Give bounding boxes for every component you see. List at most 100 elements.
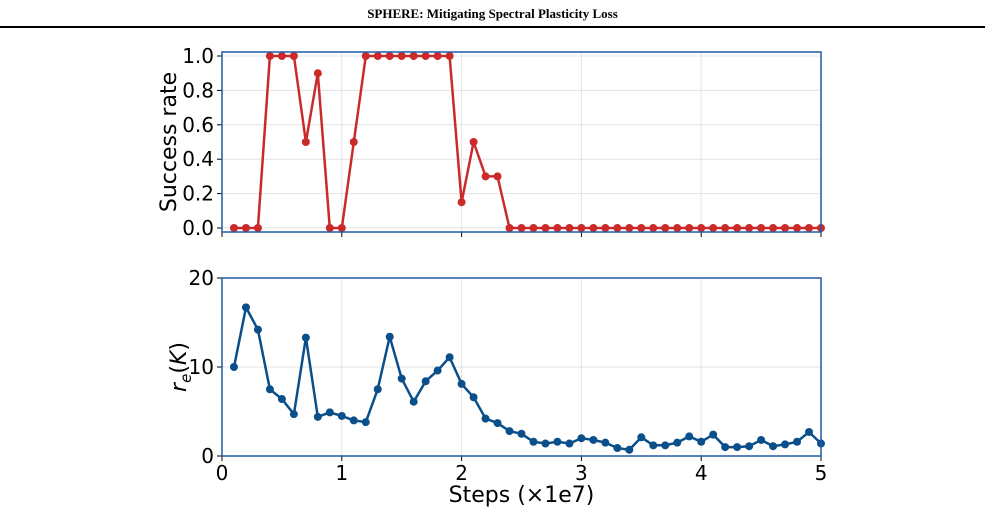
rank-data-point — [445, 353, 454, 362]
success-data-point — [733, 224, 742, 232]
success-data-point — [373, 52, 382, 60]
rank-data-point — [277, 395, 286, 404]
rank-data-point — [769, 442, 778, 451]
rank-xtick-label: 5 — [815, 461, 828, 485]
success-data-point — [661, 224, 670, 232]
rank-data-point — [517, 429, 526, 438]
success-data-point — [685, 224, 694, 232]
rank-data-point — [385, 332, 394, 341]
success-data-point — [757, 224, 766, 232]
rank-xlabel: Steps (×1e7) — [449, 483, 595, 508]
rank-ylabel: re(K) — [167, 342, 195, 392]
success-data-point — [289, 52, 298, 60]
success-ytick-label: 0.0 — [182, 216, 214, 240]
success-data-point — [613, 224, 622, 232]
success-data-point — [673, 224, 682, 232]
success-data-point — [481, 172, 490, 181]
rank-data-point — [505, 427, 514, 436]
success-data-point — [313, 69, 322, 78]
rank-ytick-label: 10 — [189, 355, 214, 379]
success-ylabel: Success rate — [157, 72, 182, 212]
success-data-point — [277, 52, 286, 60]
rank-data-point — [733, 443, 742, 452]
success-data-point — [769, 224, 778, 232]
success-data-point — [625, 224, 634, 232]
rank-data-point — [805, 427, 814, 436]
rank-data-point — [433, 366, 442, 375]
rank-data-point — [337, 411, 346, 420]
rank-data-point — [265, 385, 274, 394]
success-data-point — [409, 52, 418, 60]
success-data-point — [565, 224, 574, 232]
running-header-title: SPHERE: Mitigating Spectral Plasticity L… — [367, 6, 618, 21]
success-data-point — [601, 224, 610, 232]
rank-data-point — [589, 435, 598, 444]
rank-data-point — [613, 443, 622, 452]
success-data-point — [505, 224, 514, 232]
success-ytick-label: 1.0 — [182, 44, 214, 68]
success-ytick-label: 0.8 — [182, 78, 214, 102]
success-ytick-label: 0.2 — [182, 182, 214, 206]
rank-data-point — [661, 441, 670, 450]
rank-xtick-label: 4 — [695, 461, 708, 485]
success-data-point — [253, 224, 262, 232]
success-data-point — [433, 52, 442, 60]
rank-data-point — [241, 303, 250, 312]
rank-ytick-label: 0 — [201, 444, 214, 468]
rank-data-point — [601, 438, 610, 447]
rank-data-point — [625, 445, 634, 454]
success-data-point — [745, 224, 754, 232]
rank-xtick-label: 2 — [455, 461, 468, 485]
rank-data-point — [637, 433, 646, 442]
success-data-point — [457, 198, 466, 207]
rank-data-point — [553, 437, 562, 446]
success-data-point — [301, 138, 310, 146]
success-data-point — [469, 138, 478, 146]
success-axes-frame — [221, 51, 822, 233]
rank-data-point — [793, 437, 802, 446]
rank-data-point — [673, 438, 682, 447]
success-data-point — [517, 224, 526, 232]
rank-data-point — [577, 434, 586, 443]
success-data-point — [541, 224, 550, 232]
success-data-point — [697, 224, 706, 232]
success-data-point — [241, 224, 250, 232]
rank-data-point — [565, 439, 574, 448]
success-data-point — [385, 52, 394, 60]
success-data-point — [337, 224, 346, 232]
success-data-point — [349, 138, 358, 146]
rank-data-point — [313, 412, 322, 421]
rank-data-point — [397, 374, 406, 383]
rank-data-point — [721, 443, 730, 452]
rank-data-point — [541, 439, 550, 448]
success-data-point — [793, 224, 802, 232]
rank-data-point — [409, 397, 418, 406]
success-data-point — [721, 224, 730, 232]
success-data-point — [397, 52, 406, 60]
rank-data-point — [301, 333, 310, 342]
success-data-point — [265, 52, 274, 60]
success-data-point — [649, 224, 658, 232]
rank-data-point — [781, 440, 790, 449]
success-ytick-label: 0.4 — [182, 147, 214, 171]
success-data-point — [781, 224, 790, 232]
success-data-point — [805, 224, 814, 232]
success-data-point — [577, 224, 586, 232]
rank-data-point — [289, 410, 298, 419]
rank-data-point — [757, 435, 766, 444]
success-data-point — [445, 52, 454, 60]
rank-data-point — [493, 419, 502, 428]
rank-data-point — [457, 379, 466, 388]
rank-data-point — [685, 432, 694, 441]
success-series-line — [234, 54, 821, 230]
rank-data-point — [529, 437, 538, 446]
rank-data-point — [697, 437, 706, 446]
rank-data-point — [709, 430, 718, 439]
rank-xtick-label: 0 — [216, 461, 229, 485]
success-data-point — [229, 224, 238, 232]
rank-data-point — [373, 385, 382, 394]
effective-rank-panel: 0 1 2 3 4 5 0 10 20 re(K) Steps (×1e7) — [167, 266, 827, 508]
rank-xtick-label: 3 — [575, 461, 588, 485]
rank-data-point — [325, 408, 334, 417]
